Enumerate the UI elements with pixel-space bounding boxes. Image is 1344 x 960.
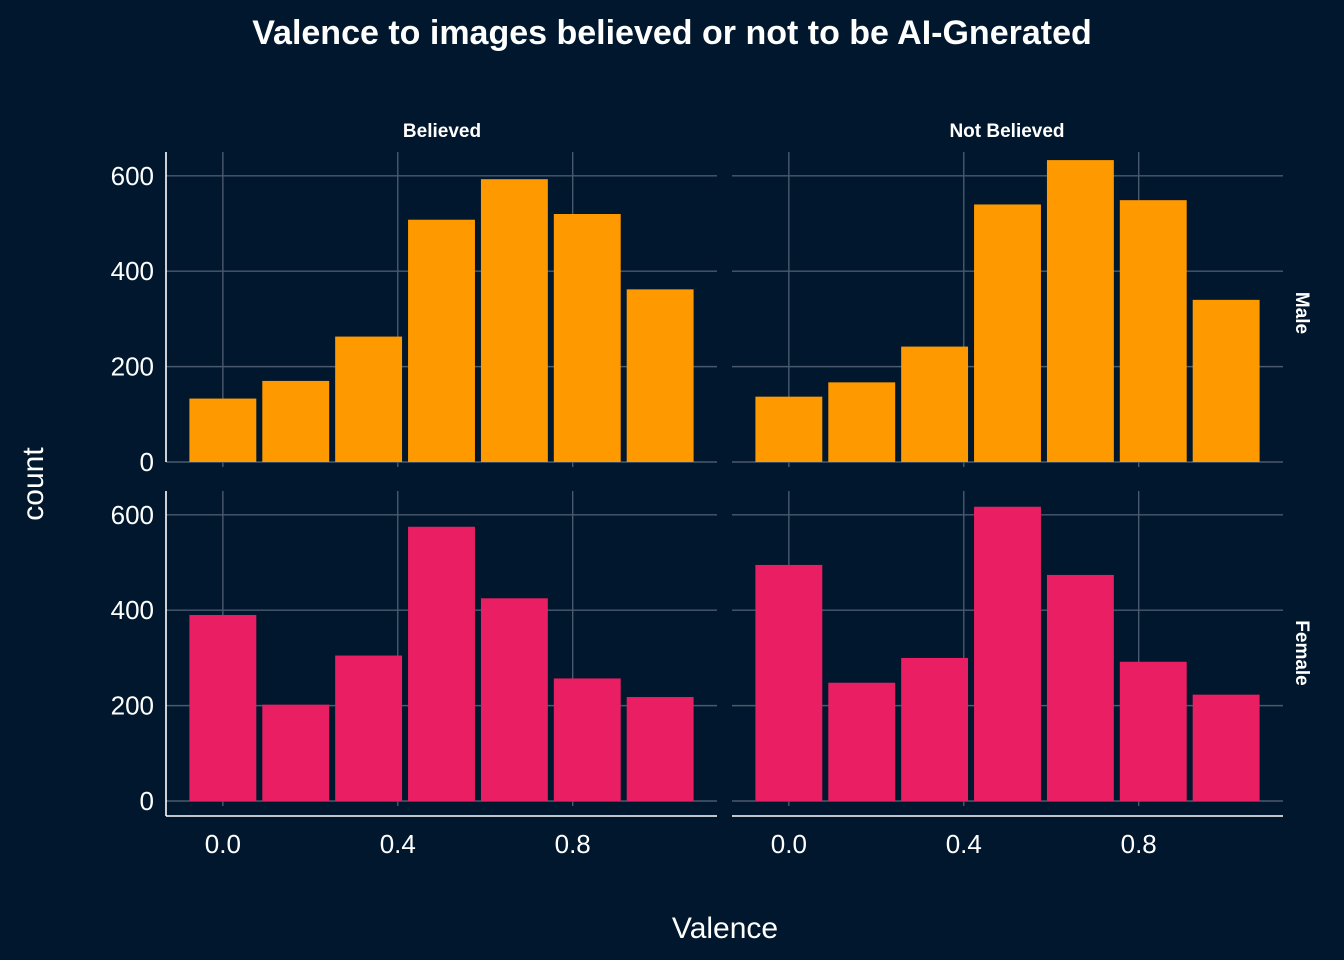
facet-label-not-believed: Not Believed <box>949 121 1064 142</box>
y-tick-label-400: 400 <box>111 256 154 286</box>
bar-not-believed-female-3 <box>974 506 1041 801</box>
bar-not-believed-female-4 <box>1046 574 1114 801</box>
bar-believed-female-3 <box>408 526 475 801</box>
bar-not-believed-male-6 <box>1192 299 1260 462</box>
y-tick-label-200: 200 <box>111 352 154 382</box>
y-tick-label-600: 600 <box>111 500 154 530</box>
bar-not-believed-female-0 <box>755 564 823 801</box>
y-tick-label-0: 0 <box>140 447 154 477</box>
x-tick-label-0.4: 0.4 <box>946 829 982 859</box>
y-tick-label-0: 0 <box>140 786 154 816</box>
y-tick-label-400: 400 <box>111 595 154 625</box>
bar-believed-male-0 <box>189 398 257 462</box>
x-tick-label-0.0: 0.0 <box>205 829 241 859</box>
bar-not-believed-female-1 <box>828 682 896 801</box>
x-axis-title: Valence <box>672 912 778 945</box>
bar-believed-male-5 <box>553 214 621 462</box>
bar-not-believed-male-0 <box>755 396 823 462</box>
y-tick-label-200: 200 <box>111 691 154 721</box>
bar-not-believed-male-1 <box>828 382 896 462</box>
bar-not-believed-male-2 <box>901 346 969 462</box>
bar-believed-female-6 <box>626 697 694 801</box>
panel-not-believed-female: 0.0 0.4 0.8 <box>732 491 1283 859</box>
x-tick-label-0.8: 0.8 <box>1121 829 1157 859</box>
bar-believed-male-2 <box>335 336 403 462</box>
bar-believed-female-1 <box>262 704 330 801</box>
chart-title: Valence to images believed or not to be … <box>252 14 1092 52</box>
panel-believed-male: 0 200 400 600 <box>111 152 717 477</box>
bar-believed-female-2 <box>335 655 403 801</box>
x-tick-label-0.8: 0.8 <box>555 829 591 859</box>
y-axis-title: count <box>17 447 50 521</box>
y-tick-label-600: 600 <box>111 161 154 191</box>
bar-believed-female-5 <box>553 678 621 801</box>
bar-believed-male-1 <box>262 380 330 462</box>
bar-believed-female-4 <box>480 598 548 801</box>
bar-believed-female-0 <box>189 615 257 801</box>
bar-believed-male-3 <box>408 219 475 462</box>
facet-label-female: Female <box>1291 620 1312 685</box>
bar-not-believed-female-6 <box>1192 694 1260 801</box>
panel-not-believed-male <box>732 152 1283 467</box>
bar-believed-male-4 <box>480 179 548 462</box>
x-tick-label-0.0: 0.0 <box>771 829 807 859</box>
bar-not-believed-male-3 <box>974 204 1041 462</box>
facet-label-male: Male <box>1291 292 1312 334</box>
facet-label-believed: Believed <box>403 121 481 142</box>
panels-layer: 0 200 400 600 0 200 400 600 0.0 0.4 0.8 0.0 0.4 0.8 <box>111 152 1283 859</box>
x-tick-label-0.4: 0.4 <box>380 829 416 859</box>
bar-not-believed-male-4 <box>1046 160 1114 462</box>
bar-not-believed-male-5 <box>1119 200 1187 462</box>
panel-believed-female: 0 200 400 600 0.0 0.4 0.8 <box>111 491 717 859</box>
bar-not-believed-female-2 <box>901 657 969 801</box>
bar-not-believed-female-5 <box>1119 661 1187 801</box>
bar-believed-male-6 <box>626 289 694 462</box>
